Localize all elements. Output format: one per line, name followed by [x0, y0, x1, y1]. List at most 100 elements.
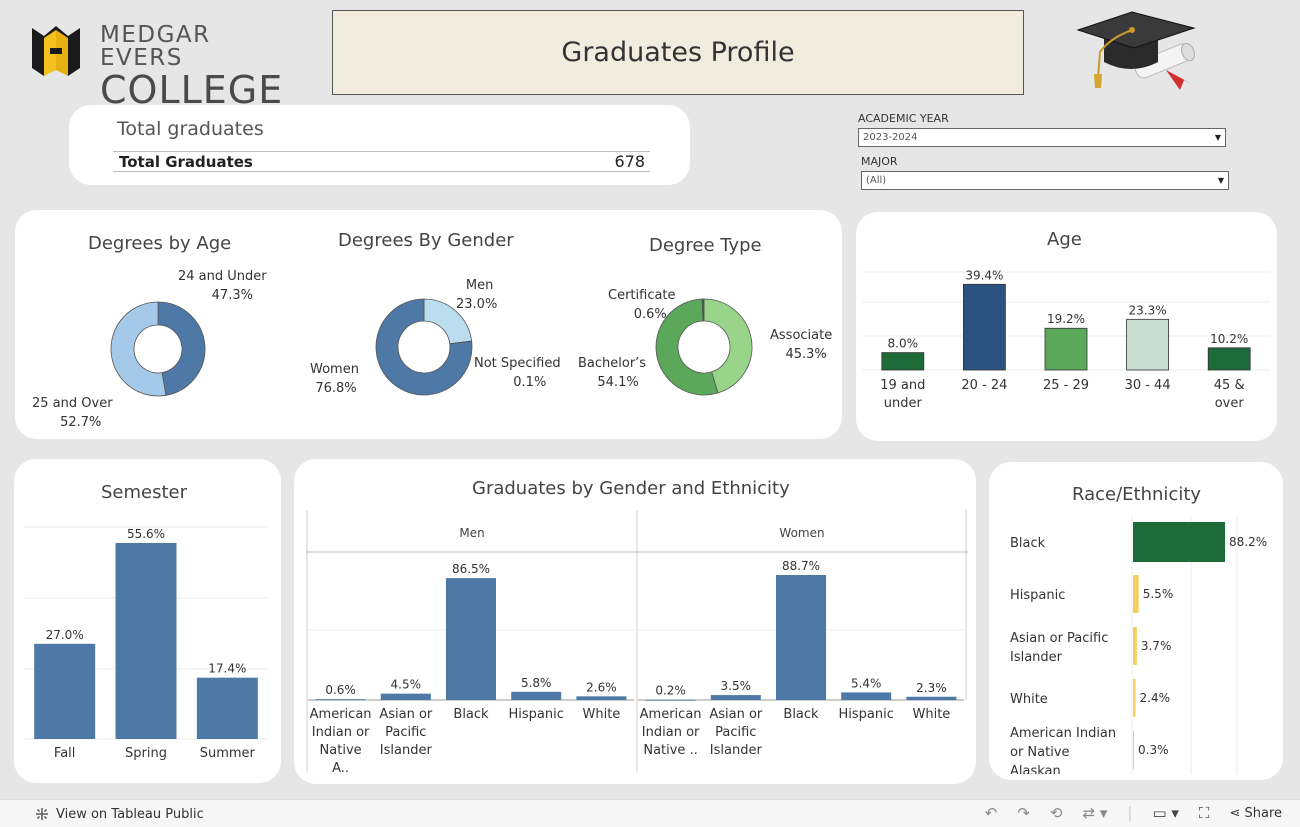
ge-women-bar-asian-or-pacific-islander[interactable] — [710, 695, 761, 700]
panel-header-men: Men — [459, 526, 484, 540]
ge-men-bar-white[interactable] — [576, 696, 627, 700]
redo-icon[interactable]: ↷ — [1017, 804, 1030, 822]
age-bar-45-over[interactable] — [1207, 347, 1251, 371]
donut-slice-certificate[interactable] — [701, 298, 705, 322]
major-select[interactable]: (All) ▼ — [861, 171, 1229, 190]
donut-slice-associate[interactable] — [703, 298, 753, 394]
age-chart-title: Age — [1047, 229, 1082, 250]
slice-label-certificate: Certificate 0.6% — [608, 288, 676, 322]
ge-men-bar-black[interactable] — [446, 578, 496, 700]
logo-emblem-icon — [32, 26, 80, 76]
panel-women: 0.2% American Indian or Native .. 3.5% Asian … — [640, 559, 957, 758]
panel-men: 0.6% American Indian or Native A.. 4.5% Asian … — [310, 562, 627, 772]
semester-category-label: Fall — [54, 746, 75, 761]
semester-category-label: Summer — [200, 746, 256, 761]
major-value: (All) — [866, 175, 887, 186]
gender-ethnicity-chart-title: Graduates by Gender and Ethnicity — [472, 478, 790, 499]
race-bar-black[interactable] — [1133, 522, 1225, 562]
race-category-label: Alaskan — [1010, 764, 1061, 774]
ge-women-category-label: Pacific — [715, 725, 756, 740]
ge-men-category-label: Pacific — [385, 725, 426, 740]
semester-bar-fall[interactable] — [34, 643, 96, 739]
fullscreen-icon[interactable]: ⛶ — [1198, 804, 1210, 822]
age-category-label: 45 & — [1214, 378, 1245, 393]
share-icon: ⋖ — [1229, 805, 1241, 821]
major-filter: MAJOR (All) ▼ — [861, 155, 1229, 190]
ge-women-bar-american-indian-or-native[interactable] — [645, 699, 696, 701]
semester-bar-chart: 27.0% Fall 55.6% Spring 17.4% Summer — [24, 526, 268, 761]
ge-men-category-label: Hispanic — [509, 707, 564, 722]
age-category-label: 25 - 29 — [1043, 378, 1089, 393]
ge-women-value-label: 88.7% — [782, 559, 820, 573]
total-graduates-card: Total graduates Total Graduates 678 — [69, 105, 690, 185]
page-title: Graduates Profile — [561, 37, 795, 68]
tableau-footer: View on Tableau Public ↶ ↷ ⟲ ⇄ ▾ | ▭ ▾ ⛶… — [0, 799, 1300, 827]
logo-line1: MEDGAR EVERS — [100, 22, 211, 71]
dropdown-arrow-icon: ▼ — [1214, 133, 1221, 142]
ge-women-category-label: Asian or — [709, 707, 763, 722]
ge-women-value-label: 5.4% — [851, 676, 882, 690]
share-button[interactable]: ⋖ Share — [1229, 806, 1282, 821]
donut-slice-24-and-under[interactable] — [157, 301, 206, 396]
semester-chart-title: Semester — [101, 482, 188, 503]
ge-women-category-label: Islander — [710, 743, 763, 758]
ge-men-category-label: American — [310, 707, 372, 722]
semester-category-label: Spring — [125, 746, 167, 761]
race-bar-american-indian-or-native-alaskan[interactable] — [1133, 731, 1134, 769]
race-ethnicity-card — [989, 462, 1283, 780]
ge-men-value-label: 86.5% — [452, 562, 490, 576]
semester-value-label: 27.0% — [46, 628, 84, 642]
view-on-tableau-link[interactable]: View on Tableau Public — [34, 806, 204, 822]
race-category-label: or Native — [1010, 745, 1070, 760]
age-category-label: 19 and — [880, 378, 925, 393]
age-category-label: 30 - 44 — [1125, 378, 1171, 393]
ge-women-bar-black[interactable] — [776, 575, 826, 700]
race-category-label: Asian or Pacific — [1010, 631, 1108, 646]
total-label: Total Graduates — [119, 153, 253, 171]
ge-women-bar-hispanic[interactable] — [841, 692, 892, 700]
ge-women-bar-white[interactable] — [906, 696, 957, 700]
slice-label-women: Women 76.8% — [310, 362, 359, 396]
race-bar-asian-or-pacific-islander[interactable] — [1133, 627, 1137, 665]
ge-men-category-label: Islander — [380, 743, 433, 758]
race-value-label: 88.2% — [1229, 535, 1267, 549]
total-value: 678 — [614, 152, 645, 171]
semester-bar-summer[interactable] — [196, 677, 258, 739]
donut-slice-25-and-over[interactable] — [110, 301, 167, 397]
age-value-label: 39.4% — [965, 268, 1003, 282]
comment-icon[interactable]: ▭ ▾ — [1152, 804, 1179, 822]
race-ethnicity-chart-title: Race/Ethnicity — [1072, 484, 1202, 505]
age-bar-30-44[interactable] — [1126, 318, 1170, 371]
ge-men-category-label: Native — [320, 743, 362, 758]
degrees-by-gender-title: Degrees By Gender — [338, 230, 514, 251]
total-heading: Total graduates — [117, 118, 264, 140]
ge-women-category-label: White — [912, 707, 950, 722]
dropdown-arrow-icon: ▼ — [1217, 176, 1224, 185]
race-bar-hispanic[interactable] — [1133, 575, 1139, 613]
ge-women-value-label: 2.3% — [916, 681, 947, 695]
age-bar-chart: 8.0% 19 and under 39.4% 20 - 24 19.2% 25 - 29 2… — [862, 268, 1270, 411]
undo-icon[interactable]: ↶ — [984, 804, 998, 822]
age-bar-25-29[interactable] — [1044, 327, 1088, 371]
ge-men-bar-hispanic[interactable] — [511, 691, 562, 700]
ge-men-category-label: White — [582, 707, 620, 722]
donut-slice-bachelor-s[interactable] — [655, 298, 719, 396]
ge-men-bar-asian-or-pacific-islander[interactable] — [380, 693, 431, 700]
ge-women-category-label: Hispanic — [839, 707, 894, 722]
share-label: Share — [1244, 805, 1282, 821]
age-value-label: 10.2% — [1210, 332, 1248, 346]
race-category-label: American Indian — [1010, 726, 1116, 741]
major-label: MAJOR — [861, 155, 898, 168]
refresh-icon[interactable]: ⇄ ▾ — [1082, 804, 1108, 822]
ge-men-bar-american-indian-or-native-a[interactable] — [315, 699, 366, 701]
academic-year-select[interactable]: 2023-2024 ▼ — [858, 128, 1226, 147]
ge-men-value-label: 2.6% — [586, 680, 617, 694]
donut-slice-women[interactable] — [375, 298, 473, 396]
semester-bar-spring[interactable] — [115, 543, 177, 739]
gender-ethnicity-bar-chart: Men 0.6% American Indian or Native A.. 4.5% Asi… — [306, 510, 968, 772]
degree-type-donut-chart — [655, 298, 753, 396]
race-bar-white[interactable] — [1133, 679, 1136, 717]
age-bar-20-24[interactable] — [963, 283, 1006, 371]
age-bar-19-and-under[interactable] — [881, 352, 925, 371]
revert-icon[interactable]: ⟲ — [1049, 804, 1063, 822]
